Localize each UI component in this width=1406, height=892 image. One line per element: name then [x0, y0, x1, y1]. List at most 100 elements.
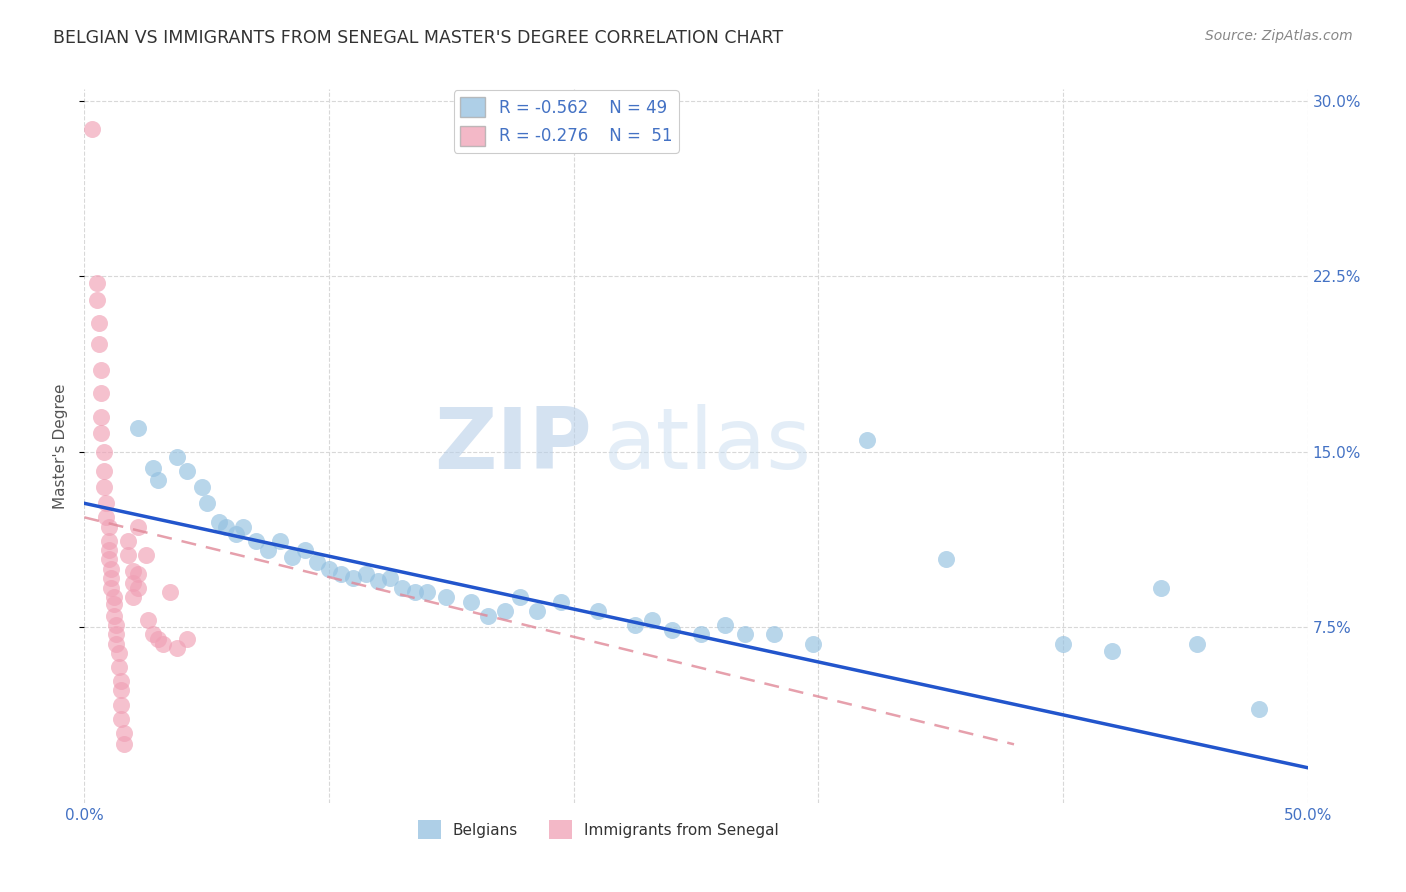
Point [509, 590, 531, 604]
Point [103, 590, 125, 604]
Point [103, 608, 125, 623]
Point [404, 585, 426, 599]
Point [624, 618, 647, 632]
Point [127, 581, 149, 595]
Point [107, 646, 129, 660]
Point [117, 548, 139, 562]
Point [100, 562, 122, 576]
Y-axis label: Master's Degree: Master's Degree [53, 384, 69, 508]
Point [87, 316, 110, 330]
Point [80, 122, 103, 136]
Point [127, 519, 149, 533]
Point [1150, 581, 1173, 595]
Point [135, 548, 157, 562]
Point [714, 618, 737, 632]
Point [391, 581, 413, 595]
Point [105, 637, 128, 651]
Point [110, 683, 132, 698]
Point [1247, 702, 1270, 716]
Point [87, 337, 110, 351]
Point [136, 613, 159, 627]
Point [1187, 637, 1209, 651]
Point [97, 543, 120, 558]
Point [105, 627, 128, 641]
Point [294, 543, 316, 558]
Point [100, 581, 122, 595]
Point [354, 566, 377, 581]
Point [110, 712, 132, 726]
Point [152, 637, 174, 651]
Point [97, 519, 120, 533]
Point [661, 623, 683, 637]
Text: atlas: atlas [605, 404, 813, 488]
Point [689, 627, 711, 641]
Point [318, 562, 340, 576]
Point [90, 363, 112, 377]
Point [146, 632, 169, 646]
Point [176, 632, 198, 646]
Point [105, 618, 128, 632]
Point [586, 604, 609, 618]
Point [107, 660, 129, 674]
Point [90, 386, 112, 401]
Point [97, 552, 120, 566]
Point [934, 552, 956, 566]
Point [93, 445, 115, 459]
Point [460, 594, 482, 608]
Point [166, 641, 188, 656]
Point [100, 571, 122, 585]
Point [93, 464, 115, 478]
Point [127, 421, 149, 435]
Text: Source: ZipAtlas.com: Source: ZipAtlas.com [1205, 29, 1353, 43]
Point [803, 637, 825, 651]
Point [103, 597, 125, 611]
Point [380, 571, 402, 585]
Point [86, 293, 108, 307]
Point [110, 674, 132, 689]
Point [208, 515, 231, 529]
Point [305, 555, 328, 569]
Point [96, 496, 118, 510]
Point [526, 604, 548, 618]
Point [127, 566, 149, 581]
Point [232, 519, 254, 533]
Point [146, 473, 169, 487]
Point [436, 590, 458, 604]
Point [195, 496, 218, 510]
Point [245, 533, 267, 548]
Point [122, 590, 145, 604]
Point [122, 564, 145, 578]
Point [176, 464, 198, 478]
Point [416, 585, 439, 599]
Point [96, 510, 118, 524]
Text: ZIP: ZIP [434, 404, 592, 488]
Point [550, 594, 572, 608]
Point [330, 566, 353, 581]
Point [342, 571, 364, 585]
Point [142, 627, 165, 641]
Legend: Belgians, Immigrants from Senegal: Belgians, Immigrants from Senegal [412, 814, 785, 845]
Point [122, 575, 145, 590]
Point [90, 426, 112, 441]
Point [110, 698, 132, 712]
Point [112, 737, 135, 751]
Point [112, 725, 135, 739]
Point [763, 627, 786, 641]
Point [281, 550, 304, 565]
Point [86, 277, 108, 291]
Point [1052, 637, 1074, 651]
Point [142, 461, 165, 475]
Point [97, 533, 120, 548]
Point [166, 450, 188, 464]
Point [269, 533, 291, 548]
Point [90, 409, 112, 424]
Point [641, 613, 664, 627]
Point [225, 526, 247, 541]
Point [856, 433, 879, 447]
Point [494, 604, 516, 618]
Point [367, 574, 389, 588]
Text: BELGIAN VS IMMIGRANTS FROM SENEGAL MASTER'S DEGREE CORRELATION CHART: BELGIAN VS IMMIGRANTS FROM SENEGAL MASTE… [53, 29, 783, 46]
Point [159, 585, 181, 599]
Point [117, 533, 139, 548]
Point [1101, 644, 1123, 658]
